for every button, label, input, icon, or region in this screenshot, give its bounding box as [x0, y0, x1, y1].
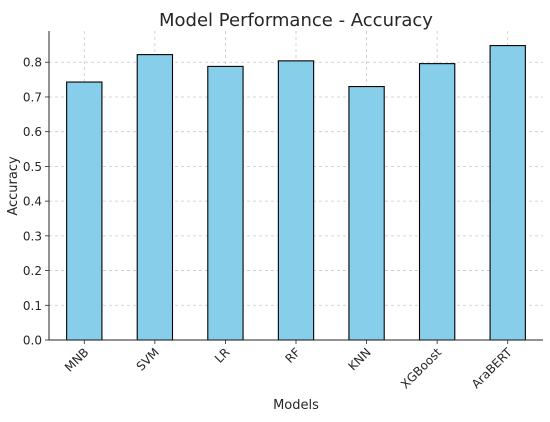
y-axis-label: Accuracy — [6, 156, 21, 216]
bar-xgboost — [418, 63, 456, 341]
y-tick-label: 0.6 — [23, 125, 42, 139]
y-axis-ticks: 0.0 0.1 0.2 0.3 0.4 0.5 0.6 0.7 0.8 — [23, 56, 49, 348]
bar-rf — [277, 60, 315, 341]
y-tick-label: 0.8 — [23, 56, 42, 70]
x-axis-label: Models — [273, 398, 319, 413]
bar-svm — [136, 54, 174, 341]
bars — [66, 45, 526, 341]
y-tick-label: 0.3 — [23, 229, 42, 243]
y-tick-label: 0.0 — [23, 334, 42, 348]
y-tick-label: 0.5 — [23, 160, 42, 174]
y-tick-label: 0.1 — [23, 299, 42, 313]
y-tick-label: 0.4 — [23, 195, 42, 209]
chart-title: Model Performance - Accuracy — [159, 10, 433, 31]
bar-knn — [348, 86, 385, 341]
bar-arabert — [489, 45, 526, 341]
y-tick-label: 0.7 — [23, 90, 42, 104]
bar-lr — [207, 65, 244, 341]
y-tick-label: 0.2 — [23, 264, 42, 278]
bar-mnb — [66, 81, 103, 341]
